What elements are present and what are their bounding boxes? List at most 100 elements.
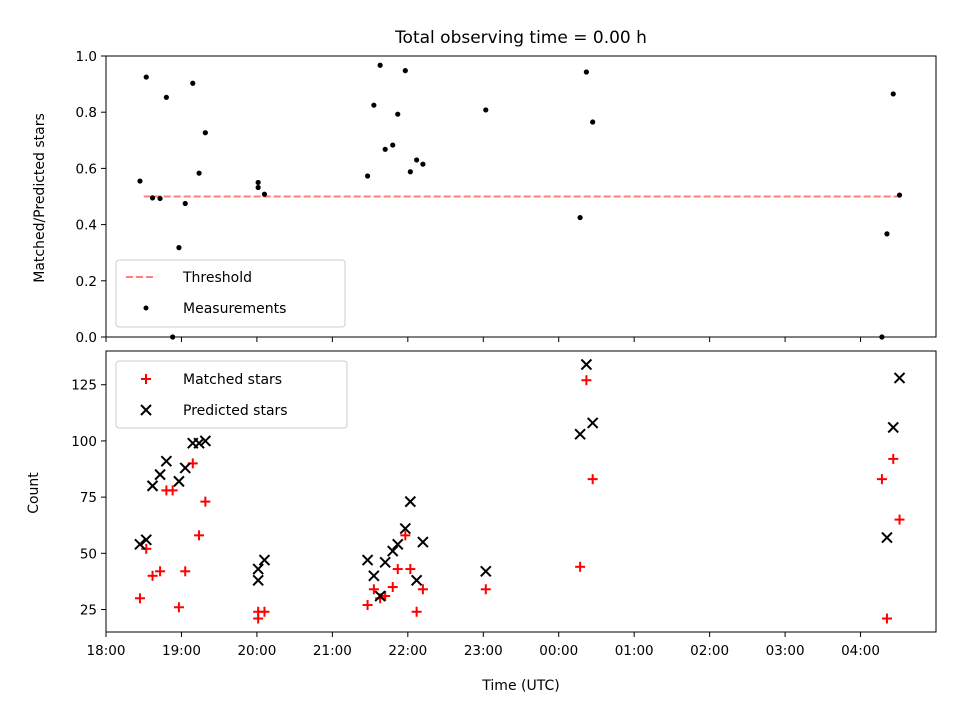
- ratio-x-axis: [105, 337, 862, 342]
- chart-title: Total observing time = 0.00 h: [394, 28, 647, 48]
- measurement-point: [382, 146, 388, 152]
- measurement-point: [149, 195, 156, 201]
- count-x-tick-label: 18:00: [87, 643, 126, 659]
- matched-star-point: [180, 566, 191, 577]
- count-panel: 25 50 75 100 125 18:00 19:00 20:00 21:00 22:00 23…: [26, 350, 937, 694]
- measurement-point: [163, 94, 169, 100]
- predicted-star-point: [480, 565, 492, 578]
- matched-star-point: [587, 474, 598, 485]
- matched-star-point: [392, 564, 403, 575]
- matched-star-point: [259, 606, 270, 617]
- measurement-point: [577, 214, 583, 221]
- count-axes-frame: [105, 350, 937, 633]
- measurement-point: [402, 68, 408, 74]
- legend-predicted-marker: [140, 404, 152, 416]
- count-y-tick-label: 50: [80, 546, 97, 562]
- ratio-legend: Threshold Measurements: [115, 259, 346, 328]
- count-x-tick-label: 04:00: [841, 643, 880, 659]
- legend-predicted-label: Predicted stars: [183, 403, 288, 419]
- count-x-tick-label: 03:00: [766, 643, 805, 659]
- predicted-star-point: [379, 556, 391, 569]
- matched-star-point: [167, 485, 178, 496]
- predicted-star-point: [417, 536, 429, 548]
- matched-star-point: [147, 570, 158, 581]
- count-x-axis: 18:00 19:00 20:00 21:00 22:00 23:00 00:00 01:00…: [87, 632, 880, 659]
- matched-star-point: [581, 375, 592, 386]
- measurement-point: [364, 173, 371, 179]
- matched-star-point: [387, 582, 398, 593]
- matched-star-point: [480, 584, 491, 595]
- count-legend: Matched stars Predicted stars: [115, 360, 348, 429]
- measurement-point: [377, 62, 383, 68]
- measurement-point: [896, 192, 903, 198]
- count-x-tick-label: 19:00: [162, 643, 201, 659]
- matched-star-point: [881, 613, 892, 624]
- ratio-axes-frame: [105, 55, 937, 338]
- ratio-y-tick-label: 0.2: [76, 274, 97, 290]
- count-x-tick-label: 23:00: [464, 643, 503, 659]
- matched-star-point: [200, 496, 211, 507]
- matched-star-point: [575, 561, 586, 572]
- measurement-point: [143, 74, 149, 80]
- count-x-tick-label: 02:00: [690, 643, 729, 659]
- matched-star-point: [876, 474, 887, 485]
- predicted-star-point: [387, 545, 399, 557]
- measurement-point: [182, 200, 188, 207]
- predicted-star-point: [154, 468, 166, 481]
- measurement-point: [371, 102, 377, 108]
- matched-star-point: [173, 602, 184, 613]
- measurement-point: [890, 91, 896, 97]
- measurement-point: [176, 245, 182, 251]
- predicted-star-point: [252, 574, 264, 587]
- predicted-star-point: [881, 531, 893, 544]
- matched-star-point: [155, 566, 166, 577]
- count-y-tick-label: 100: [71, 434, 97, 450]
- predicted-star-point: [258, 554, 271, 566]
- predicted-star-point: [404, 495, 417, 508]
- count-x-tick-label: 21:00: [313, 643, 352, 659]
- measurement-point: [196, 170, 202, 176]
- measurement-point: [395, 111, 401, 117]
- ratio-y-tick-label: 0.8: [76, 105, 97, 121]
- measurement-point: [420, 161, 426, 167]
- predicted-star-point: [179, 462, 191, 474]
- count-y-tick-label: 125: [71, 378, 97, 394]
- predicted-star-point: [893, 372, 906, 384]
- ratio-y-tick-label: 0.4: [76, 218, 97, 234]
- ratio-y-axis-label: Matched/Predicted stars: [32, 113, 48, 283]
- ratio-y-tick-label: 0.0: [76, 330, 97, 346]
- matched-star-point: [405, 564, 416, 575]
- predicted-star-point: [410, 574, 423, 587]
- predicted-star-point: [399, 522, 412, 535]
- count-x-axis-label: Time (UTC): [481, 678, 559, 694]
- count-x-tick-label: 20:00: [237, 643, 276, 659]
- predicted-star-point: [368, 570, 380, 582]
- predicted-star-point: [199, 435, 212, 447]
- matched-star-point: [380, 591, 391, 602]
- predicted-star-point: [887, 421, 899, 434]
- matched-star-point: [400, 530, 411, 541]
- ratio-panel: Total observing time = 0.00 h 0.0 0.2 0.4 0…: [32, 28, 937, 346]
- count-y-axis: 25 50 75 100 125: [71, 378, 106, 619]
- measurement-point: [583, 69, 589, 75]
- count-x-tick-label: 01:00: [615, 643, 654, 659]
- matched-star-point: [368, 584, 379, 595]
- measurement-point: [137, 178, 143, 184]
- legend-matched-label: Matched stars: [183, 372, 282, 388]
- predicted-star-point: [392, 538, 404, 551]
- predicted-star-point: [173, 475, 185, 488]
- predicted-star-point: [134, 538, 146, 551]
- predicted-star-point: [160, 455, 173, 467]
- count-plot-area: [134, 358, 906, 624]
- measurement-point: [157, 195, 163, 202]
- matched-star-point: [417, 584, 428, 595]
- matched-star-point: [362, 600, 373, 611]
- matched-star-point: [194, 530, 205, 541]
- legend-measurements-marker: [143, 305, 149, 311]
- predicted-star-point: [146, 480, 159, 492]
- measurement-point: [390, 142, 396, 148]
- measurement-point: [414, 157, 420, 163]
- ratio-plot-area: [137, 62, 903, 340]
